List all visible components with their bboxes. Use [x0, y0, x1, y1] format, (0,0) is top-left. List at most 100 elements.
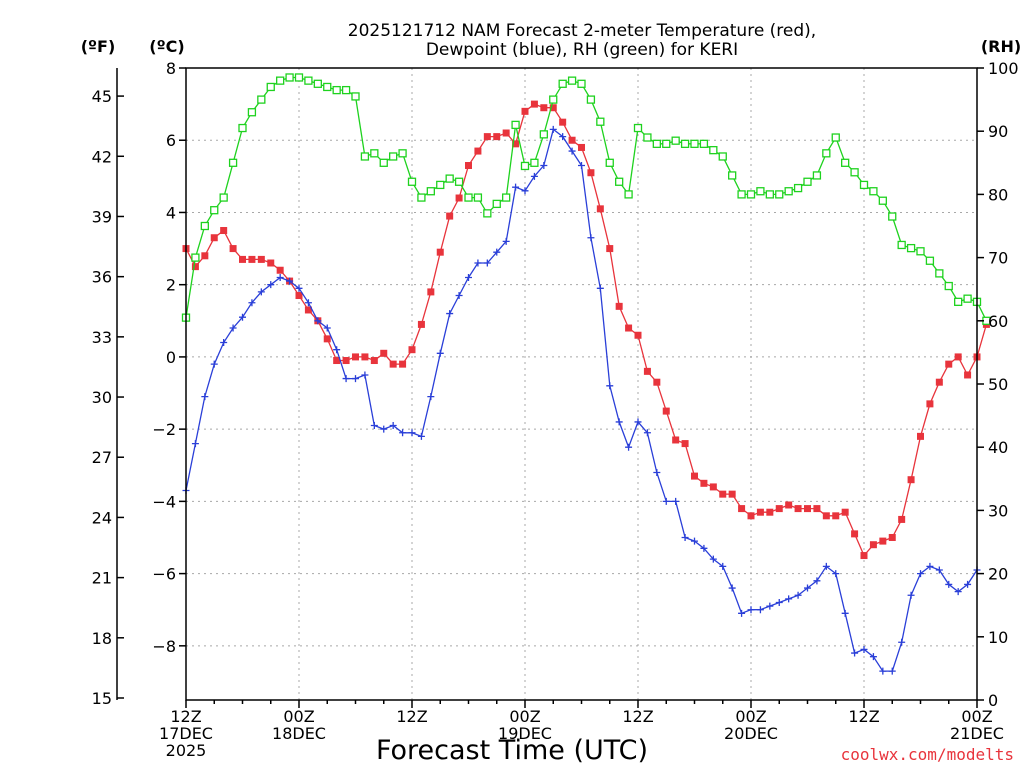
rh-point: [662, 139, 671, 148]
rh-point: [379, 158, 388, 167]
fahrenheit-axis-unit: (ºF): [81, 37, 116, 56]
temperature-point: [662, 407, 670, 415]
dewpoint-point: [841, 609, 849, 617]
temperature-point: [700, 479, 708, 487]
temperature-point: [248, 255, 256, 263]
rh-point: [596, 117, 605, 126]
fahrenheit-tick-label: 33: [92, 328, 112, 347]
temperature-point: [399, 360, 407, 368]
rh-point: [426, 187, 435, 196]
rh-point: [841, 158, 850, 167]
temperature-point: [201, 252, 209, 260]
temperature-point: [719, 490, 727, 498]
temperature-point: [869, 541, 877, 549]
x-tick-label: 21DEC: [950, 724, 1004, 743]
rh-point: [247, 108, 257, 117]
rh-point: [294, 73, 304, 82]
dewpoint-point: [926, 562, 934, 570]
rh-point: [718, 152, 727, 161]
rh-point: [436, 180, 445, 190]
temperature-point: [625, 324, 633, 332]
temperature-point: [681, 440, 689, 448]
temperature-point: [210, 234, 218, 242]
series-layer: [181, 73, 991, 675]
rh-point: [746, 190, 756, 199]
dewpoint-point: [370, 422, 378, 430]
dewpoint-point: [907, 591, 915, 599]
temperature-point: [361, 353, 369, 361]
temperature-point: [653, 378, 661, 386]
dewpoint-point: [681, 533, 689, 541]
fahrenheit-tick-label: 15: [92, 689, 112, 708]
dewpoint-point: [530, 172, 538, 180]
x-tick-label: 12Z: [396, 707, 427, 726]
dewpoint-point: [248, 299, 256, 307]
dewpoint-point: [813, 577, 821, 585]
x-tick-label: 20DEC: [724, 724, 778, 743]
dewpoint-point: [483, 259, 491, 267]
rh-point: [784, 187, 793, 196]
temperature-point: [606, 245, 614, 253]
rh-point: [389, 152, 398, 161]
rh-point: [549, 95, 558, 104]
celsius-tick-label: −2: [152, 420, 176, 439]
dewpoint-point: [352, 375, 359, 383]
dewpoint-point: [766, 602, 774, 610]
rh-point: [944, 281, 953, 291]
temperature-point: [276, 266, 284, 274]
temperature-point: [578, 143, 585, 151]
dewpoint-point: [512, 183, 520, 191]
rh-point: [586, 95, 596, 104]
x-axis-label: Forecast Time (UTC): [376, 735, 648, 766]
chart-title-line-2: Dewpoint (blue), RH (green) for KERI: [426, 40, 738, 60]
rh-point: [558, 79, 567, 88]
temperature-point: [672, 436, 680, 444]
dewpoint-point: [389, 422, 397, 430]
dewpoint-point: [794, 591, 802, 599]
rh-point: [812, 171, 822, 180]
rh-point: [671, 136, 680, 145]
temperature-point: [738, 505, 746, 513]
rh-point: [332, 85, 341, 95]
rh-point: [276, 76, 285, 85]
dewpoint-point: [549, 125, 557, 133]
rh-tick-label: 80: [988, 185, 1008, 204]
rh-tick-label: 100: [988, 59, 1019, 78]
temperature-point: [389, 360, 397, 368]
rh-point: [520, 161, 530, 171]
dewpoint-point: [229, 324, 237, 332]
temperature-point: [530, 100, 538, 108]
rh-point: [765, 190, 774, 199]
rh-point: [775, 190, 784, 199]
rh-point: [737, 190, 746, 199]
rh-point: [652, 139, 661, 148]
rh-point: [822, 149, 831, 158]
dewpoint-point: [436, 349, 444, 357]
rh-point: [417, 193, 426, 202]
dewpoint-point: [738, 609, 746, 617]
temperature-point: [860, 552, 868, 560]
axes: [116, 67, 984, 708]
dewpoint-point: [267, 281, 275, 289]
rh-point: [219, 193, 228, 202]
dewpoint-point: [662, 497, 670, 505]
rh-point: [906, 243, 916, 253]
temperature-point: [634, 331, 642, 339]
x-tick-label: 00Z: [961, 707, 992, 726]
temperature-point: [333, 357, 341, 365]
rh-point: [728, 171, 737, 180]
rh-point: [238, 123, 247, 133]
x-tick-label: 00Z: [735, 707, 766, 726]
dewpoint-point: [672, 497, 680, 505]
dewpoint-point: [917, 570, 924, 578]
x-tick-label: 12Z: [848, 707, 879, 726]
temperature-point: [709, 483, 717, 491]
temperature-point: [964, 371, 972, 379]
dewpoint-point: [493, 248, 501, 256]
temperature-point: [229, 245, 237, 253]
temperature-point: [728, 490, 736, 498]
dewpoint-point: [455, 292, 463, 300]
temperature-point: [239, 255, 246, 263]
temperature-point: [879, 537, 887, 545]
rh-point: [473, 193, 483, 202]
